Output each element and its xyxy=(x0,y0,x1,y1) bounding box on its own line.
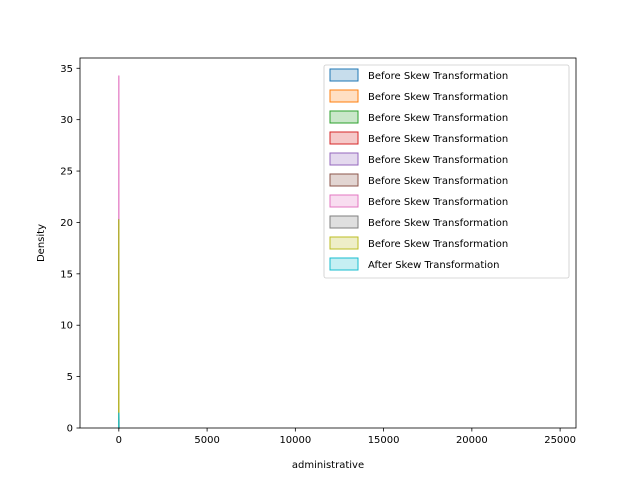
y-axis-label: Density xyxy=(36,224,47,262)
x-tick-label: 20000 xyxy=(456,435,488,446)
y-tick-label: 10 xyxy=(60,321,73,332)
x-tick-label: 25000 xyxy=(544,435,576,446)
legend-label: Before Skew Transformation xyxy=(368,155,508,166)
y-tick-label: 30 xyxy=(60,115,73,126)
legend-swatch xyxy=(329,173,359,187)
legend-swatch xyxy=(329,89,359,103)
legend-swatch xyxy=(329,194,359,208)
legend-label: After Skew Transformation xyxy=(368,260,500,271)
y-tick-label: 5 xyxy=(67,372,73,383)
y-tick-label: 35 xyxy=(60,64,73,75)
legend-swatch xyxy=(329,68,359,82)
x-axis-label: administrative xyxy=(292,460,364,471)
legend-swatch xyxy=(329,131,359,145)
legend-label: Before Skew Transformation xyxy=(368,113,508,124)
legend-swatch xyxy=(329,152,359,166)
legend-label: Before Skew Transformation xyxy=(368,218,508,229)
plot-frame xyxy=(79,57,577,429)
legend-swatch xyxy=(329,236,359,250)
legend-label: Before Skew Transformation xyxy=(368,176,508,187)
legend-label: Before Skew Transformation xyxy=(368,197,508,208)
x-tick-label: 15000 xyxy=(368,435,400,446)
legend-frame xyxy=(323,64,570,279)
y-axis-ticks: 0 5 10 15 20 25 30 35 xyxy=(60,64,80,435)
legend-entries: Before Skew Transformation Before Skew Tr… xyxy=(329,68,508,271)
legend: Before Skew Transformation Before Skew Tr… xyxy=(323,64,570,279)
x-tick-label: 5000 xyxy=(194,435,219,446)
y-tick-label: 25 xyxy=(60,167,73,178)
legend-label: Before Skew Transformation xyxy=(368,71,508,82)
legend-label: Before Skew Transformation xyxy=(368,239,508,250)
legend-swatch xyxy=(329,257,359,271)
x-tick-label: 10000 xyxy=(279,435,311,446)
y-tick-label: 15 xyxy=(60,269,73,280)
legend-label: Before Skew Transformation xyxy=(368,134,508,145)
y-tick-label: 0 xyxy=(67,424,73,435)
y-tick-label: 20 xyxy=(60,218,73,229)
x-tick-label: 0 xyxy=(116,435,122,446)
legend-label: Before Skew Transformation xyxy=(368,92,508,103)
legend-swatch xyxy=(329,215,359,229)
legend-swatch xyxy=(329,110,359,124)
x-axis-ticks: 0 5000 10000 15000 20000 25000 xyxy=(116,428,576,446)
